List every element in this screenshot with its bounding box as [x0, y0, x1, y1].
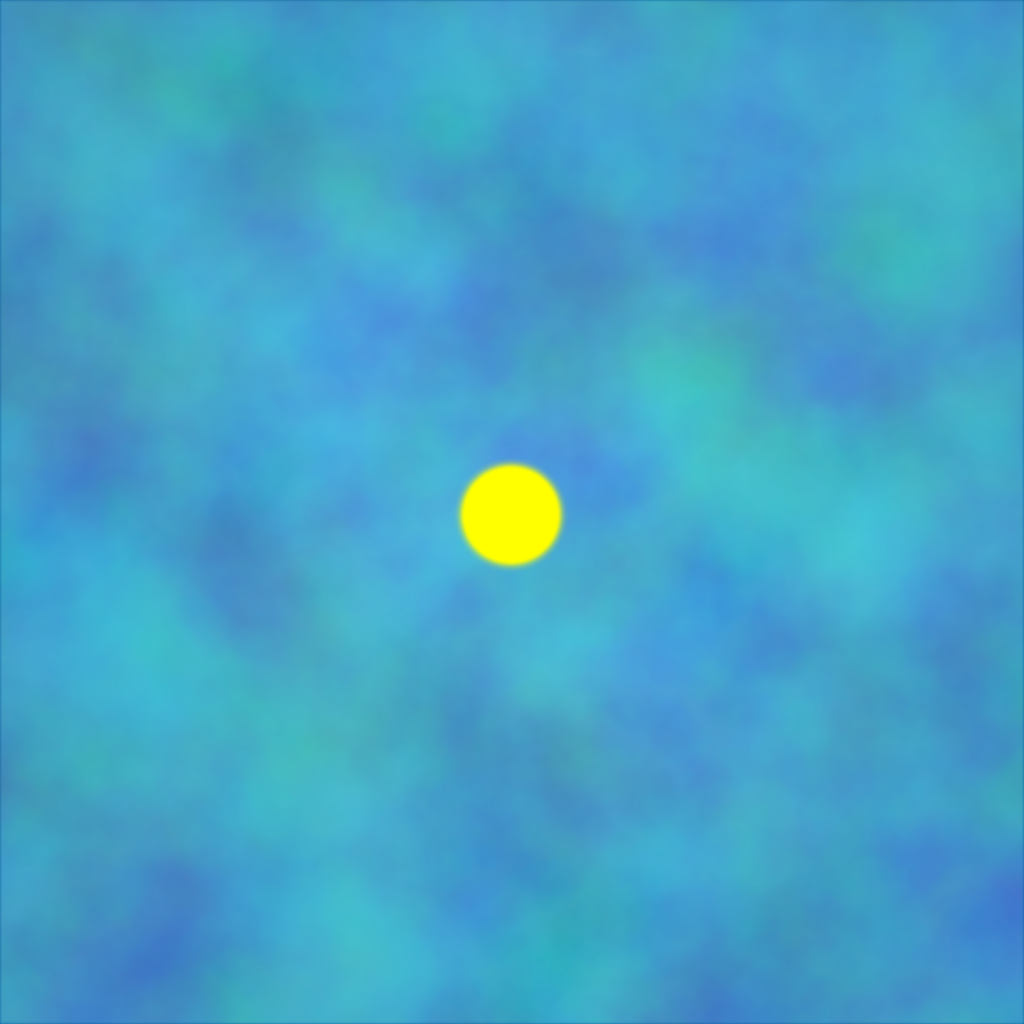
- target-dot[interactable]: [462, 466, 560, 564]
